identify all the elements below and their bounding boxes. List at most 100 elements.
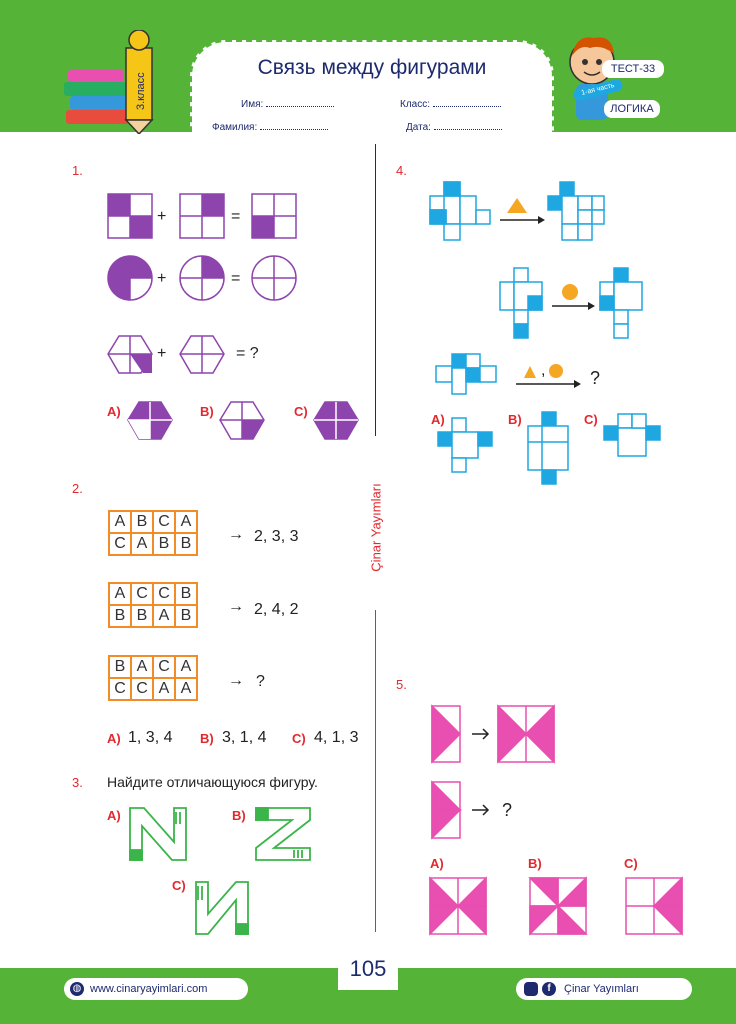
q2-arrow-1: → bbox=[228, 526, 244, 543]
class-field: Класс: bbox=[400, 97, 501, 110]
q3-option-a[interactable]: A) bbox=[107, 808, 121, 823]
grid-cell: A bbox=[108, 510, 132, 534]
grid-cell: C bbox=[130, 582, 154, 606]
header-card bbox=[190, 40, 554, 146]
grid-cell: B bbox=[174, 582, 198, 606]
q1-option-b-hexagon bbox=[219, 401, 265, 440]
q5-option-a[interactable]: A) bbox=[430, 856, 444, 871]
q1-plus-2: + bbox=[157, 270, 167, 287]
q4-option-a[interactable]: A) bbox=[431, 412, 445, 427]
q1-square-2 bbox=[179, 193, 225, 239]
q2-result-1: 2, 3, 3 bbox=[254, 528, 299, 545]
q5-option-b-square bbox=[528, 876, 588, 936]
q4-question: ? bbox=[590, 368, 601, 388]
grid-cell: A bbox=[174, 655, 198, 679]
q3-option-b[interactable]: B) bbox=[232, 808, 246, 823]
q2-arrow-2: → bbox=[228, 598, 244, 615]
subject-label: ЛОГИКА bbox=[604, 100, 660, 118]
divider-bottom bbox=[375, 610, 376, 932]
date-field: Дата: bbox=[406, 120, 502, 133]
q4-row1-right-cross bbox=[547, 181, 605, 241]
publisher-name: Çinar Yayımları bbox=[564, 983, 639, 995]
q3-number: 3. bbox=[72, 775, 83, 790]
q4-figures bbox=[429, 181, 661, 485]
q1-square-1 bbox=[107, 193, 153, 239]
name-label: Имя: bbox=[241, 99, 264, 110]
q2-number: 2. bbox=[72, 481, 83, 496]
grid-cell: C bbox=[152, 582, 176, 606]
grid-cell: A bbox=[174, 677, 198, 701]
grid-cell: C bbox=[108, 677, 132, 701]
q4-option-c-cross bbox=[603, 413, 661, 457]
q5-example-large bbox=[497, 704, 555, 764]
grade-badge: 3.класс bbox=[135, 72, 147, 110]
surname-field: Фамилия: bbox=[212, 120, 329, 133]
grid-cell: C bbox=[152, 655, 176, 679]
q5-question-small bbox=[431, 780, 462, 840]
class-blank bbox=[433, 97, 501, 107]
q1-option-a[interactable]: A) bbox=[107, 404, 121, 419]
grid-cell: B bbox=[152, 532, 176, 556]
q4-number: 4. bbox=[396, 163, 407, 178]
instagram-icon[interactable] bbox=[524, 982, 538, 996]
q3-shape-b bbox=[255, 807, 311, 861]
grid-cell: C bbox=[130, 677, 154, 701]
q1-hexagon-2 bbox=[179, 335, 225, 374]
books-pencil-icon: 3.класс bbox=[64, 30, 154, 134]
q5-option-a-square bbox=[429, 876, 487, 936]
q1-option-b[interactable]: B) bbox=[200, 404, 214, 419]
grid-cell: C bbox=[152, 510, 176, 534]
q1-circle-3 bbox=[251, 255, 297, 301]
class-label: Класс: bbox=[400, 99, 430, 110]
test-label: ТЕСТ-33 bbox=[602, 60, 664, 78]
grid-cell: B bbox=[174, 604, 198, 628]
surname-blank bbox=[260, 120, 329, 130]
q5-example-small bbox=[431, 704, 462, 764]
side-publisher-label: Çinar Yayımları bbox=[368, 483, 384, 572]
q4-row2-right-cross bbox=[599, 267, 643, 339]
q1-hexagon-1 bbox=[107, 335, 153, 374]
grid-cell: A bbox=[130, 655, 154, 679]
q4-option-b-cross bbox=[527, 411, 569, 485]
social-pill[interactable]: f Çinar Yayımları bbox=[516, 978, 692, 1000]
q1-square-3 bbox=[251, 193, 297, 239]
q3-option-c[interactable]: C) bbox=[172, 878, 186, 893]
q2-option-c[interactable]: C) bbox=[292, 731, 306, 746]
q3-shape-c bbox=[195, 881, 249, 935]
q4-comma: , bbox=[541, 362, 546, 379]
q3-prompt: Найдите отличающуюся фигуру. bbox=[107, 774, 318, 790]
q3-shape-a bbox=[129, 807, 187, 861]
q3-figures bbox=[129, 807, 311, 935]
q2-option-a[interactable]: A) bbox=[107, 731, 121, 746]
q2-result-2: 2, 4, 2 bbox=[254, 601, 299, 618]
website-pill[interactable]: ◍ www.cinaryayimlari.com bbox=[64, 978, 248, 1000]
q5-option-c[interactable]: C) bbox=[624, 856, 638, 871]
q5-figures bbox=[429, 704, 683, 936]
q1-plus-1: + bbox=[157, 208, 167, 225]
q1-question: = ? bbox=[236, 345, 259, 362]
q4-row3-cross bbox=[435, 353, 497, 395]
q4-row1-left-cross bbox=[429, 181, 491, 241]
q4-option-b[interactable]: B) bbox=[508, 412, 522, 427]
q4-row2-left-cross bbox=[499, 267, 543, 339]
grid-cell: B bbox=[130, 604, 154, 628]
q2-option-a-value: 1, 3, 4 bbox=[128, 729, 173, 746]
grid-cell: B bbox=[108, 604, 132, 628]
grid-cell: A bbox=[152, 604, 176, 628]
q4-option-c[interactable]: C) bbox=[584, 412, 598, 427]
date-label: Дата: bbox=[406, 122, 431, 133]
q1-equals-1: = bbox=[231, 208, 241, 225]
q2-option-b[interactable]: B) bbox=[200, 731, 214, 746]
q5-option-c-square bbox=[625, 876, 683, 936]
q1-equals-2: = bbox=[231, 270, 241, 287]
q1-circle-1 bbox=[107, 255, 153, 301]
website-link[interactable]: www.cinaryayimlari.com bbox=[90, 983, 208, 995]
facebook-icon[interactable]: f bbox=[542, 982, 556, 996]
page-number: 105 bbox=[349, 956, 387, 981]
divider-top bbox=[375, 144, 376, 436]
q5-option-b[interactable]: B) bbox=[528, 856, 542, 871]
q1-option-c[interactable]: C) bbox=[294, 404, 308, 419]
q1-option-a-hexagon bbox=[127, 401, 173, 440]
